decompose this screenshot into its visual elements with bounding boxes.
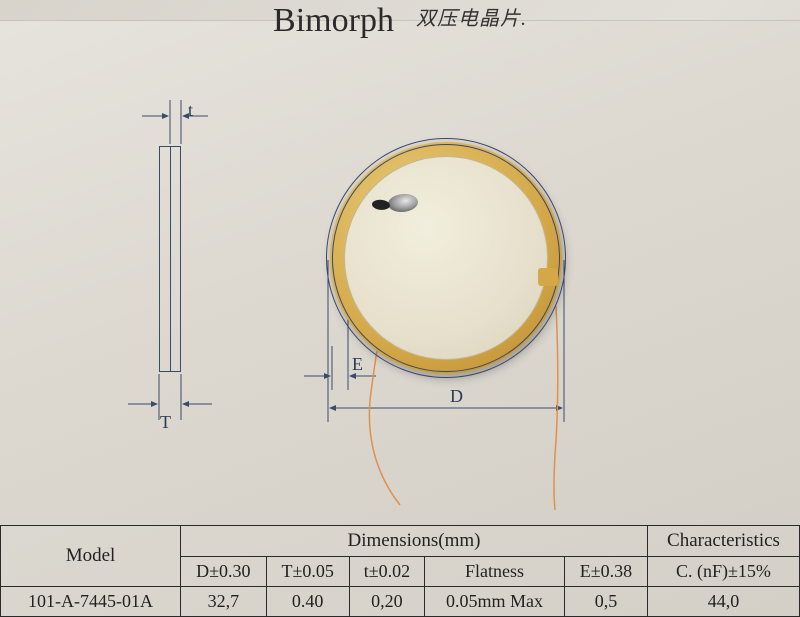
handwritten-note: 双压电晶片.: [416, 8, 527, 30]
contact-tab: [538, 268, 558, 286]
subheader-C: C. (nF)±15%: [648, 557, 800, 587]
title-area: Bimorph 双压电晶片.: [0, 2, 800, 40]
label-T: T: [160, 412, 171, 433]
header-characteristics: Characteristics: [648, 526, 800, 557]
cell-t: 0,20: [349, 587, 424, 617]
technical-diagram: t T E D: [0, 60, 800, 530]
table-row: 101-A-7445-01A 32,7 0.40 0,20 0.05mm Max…: [1, 587, 800, 617]
header-dimensions: Dimensions(mm): [181, 526, 648, 557]
disc-front-view: [326, 138, 566, 378]
subheader-T: T±0.05: [266, 557, 349, 587]
subheader-t: t±0.02: [349, 557, 424, 587]
label-t: t: [188, 100, 193, 121]
spec-table: Model Dimensions(mm) Characteristics D±0…: [0, 525, 800, 617]
page-title: Bimorph: [273, 2, 394, 40]
cell-flatness: 0.05mm Max: [425, 587, 565, 617]
table-header-row-1: Model Dimensions(mm) Characteristics: [1, 526, 800, 557]
subheader-E: E±0.38: [564, 557, 647, 587]
outline-ring-inner: [332, 144, 560, 372]
cell-D: 32,7: [181, 587, 267, 617]
label-E: E: [352, 354, 363, 375]
subheader-D: D±0.30: [181, 557, 267, 587]
cell-model: 101-A-7445-01A: [1, 587, 181, 617]
side-view: [159, 146, 181, 372]
cell-E: 0,5: [564, 587, 647, 617]
header-model: Model: [1, 526, 181, 587]
label-D: D: [450, 386, 463, 407]
cell-T: 0.40: [266, 587, 349, 617]
cell-C: 44,0: [648, 587, 800, 617]
subheader-flatness: Flatness: [425, 557, 565, 587]
